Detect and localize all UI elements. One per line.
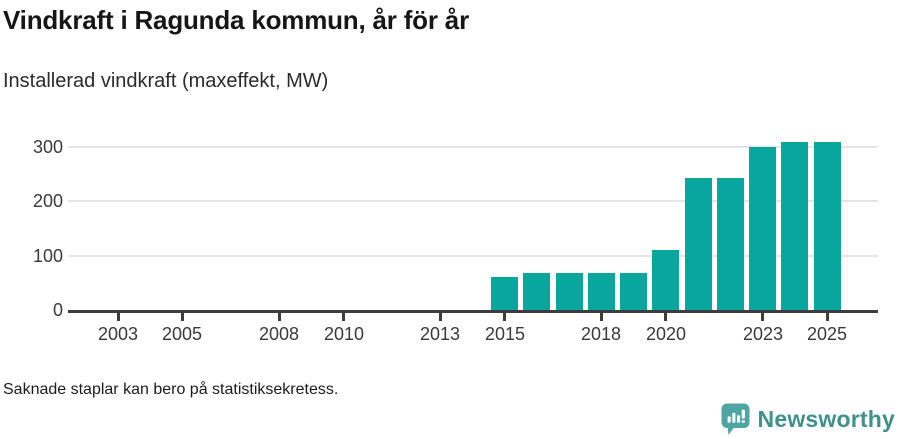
y-axis-label: 100 [32, 245, 63, 266]
brand-logo: Newsworthy [720, 402, 895, 436]
x-axis-label: 2005 [161, 324, 203, 344]
chart-subtitle: Installerad vindkraft (maxeffekt, MW) [3, 70, 329, 92]
bar-2016 [523, 273, 550, 310]
gridline-100 [68, 254, 878, 257]
x-tick-2025 [826, 313, 829, 321]
bar-2018 [588, 273, 615, 310]
footnote: Saknade staplar kan bero på statistiksek… [3, 381, 339, 398]
y-axis-label: 200 [32, 191, 63, 212]
x-axis-label: 2008 [258, 324, 300, 344]
x-tick-2013 [439, 313, 442, 321]
y-axis-label: 0 [52, 300, 63, 320]
bar-2024 [781, 142, 808, 310]
gridline-200 [68, 200, 878, 203]
x-tick-2003 [117, 313, 120, 321]
x-tick-2023 [761, 313, 764, 321]
bar-2019 [620, 273, 647, 310]
newsworthy-speech-bubble-chart-icon [720, 402, 751, 436]
x-axis-label: 2015 [484, 324, 526, 344]
chart: 0 100 200 300 2003 2005 2008 2010 2013 2015 2018 20… [32, 136, 878, 344]
page-title: Vindkraft i Ragunda kommun, år för år [3, 5, 469, 35]
x-axis-label: 2025 [806, 324, 848, 344]
bar-2022 [717, 178, 744, 310]
x-axis-line [68, 310, 878, 313]
bar-2023 [749, 147, 776, 310]
bar-2020 [652, 250, 679, 310]
x-axis-label: 2018 [580, 324, 622, 344]
x-axis-label: 2020 [645, 324, 687, 344]
gridline-300 [68, 145, 878, 148]
bar-2025 [814, 142, 841, 310]
x-axis-label: 2023 [742, 324, 784, 344]
x-tick-2010 [342, 313, 345, 321]
x-axis-label: 2003 [97, 324, 139, 344]
x-tick-2015 [503, 313, 506, 321]
bar-2017 [556, 273, 583, 310]
y-axis-label: 300 [32, 136, 63, 157]
x-tick-2008 [278, 313, 281, 321]
x-tick-2020 [664, 313, 667, 321]
x-axis-label: 2010 [323, 324, 365, 344]
bar-2021 [685, 178, 712, 310]
bar-2015 [491, 277, 518, 310]
x-tick-2005 [181, 313, 184, 321]
x-axis-label: 2013 [419, 324, 461, 344]
x-tick-2018 [600, 313, 603, 321]
brand-name: Newsworthy [757, 405, 895, 432]
